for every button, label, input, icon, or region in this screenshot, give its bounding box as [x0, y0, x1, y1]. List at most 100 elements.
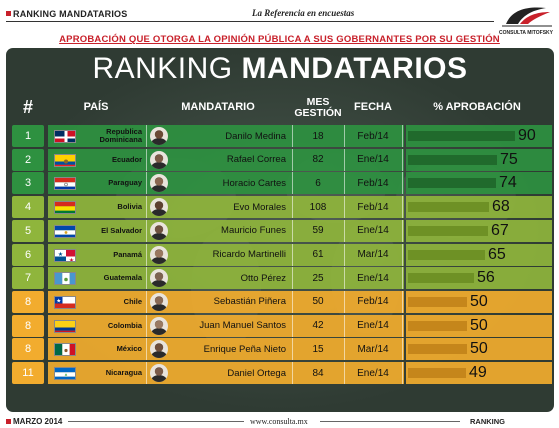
dominican-republic-flag-icon: [54, 130, 76, 143]
row-band: [48, 290, 404, 313]
country-cell: Paraguay: [108, 178, 142, 188]
column-divider: [146, 148, 147, 171]
date-cell: Mar/14: [357, 343, 389, 355]
row-band: [48, 338, 404, 361]
paraguay-flag-icon: [54, 177, 76, 191]
column-divider: [344, 125, 345, 147]
leader-avatar-icon: [150, 221, 168, 240]
footer-divider: [68, 421, 244, 422]
approval-value: 50: [470, 340, 488, 358]
leader-avatar-icon: [150, 150, 168, 169]
table-row: 7 Guatemala Otto Pérez 25 Ene/14 56: [6, 267, 554, 290]
row-band: [48, 219, 404, 242]
months-cell: 82: [312, 154, 324, 166]
column-divider: [146, 172, 147, 195]
country-cell: Ecuador: [111, 154, 142, 164]
leader-cell: Juan Manuel Santos: [199, 320, 286, 332]
approval-value: 49: [469, 364, 487, 381]
table-row: 8 Chile Sebastián Piñera 50 Feb/14 50: [6, 290, 554, 313]
column-divider: [402, 172, 403, 195]
leader-cell: Rafael Correa: [226, 154, 286, 166]
approval-bar: [408, 296, 467, 307]
months-cell: 50: [312, 296, 324, 308]
table-row: 8 México Enrique Peña Nieto 15 Mar/14 50: [6, 338, 554, 361]
table-row: 5 El Salvador Mauricio Funes 59 Ene/14 67: [6, 219, 554, 242]
approval-band: [406, 362, 552, 384]
leader-cell: Sebastián Piñera: [213, 296, 286, 308]
column-header-leader: MANDATARIO: [181, 101, 255, 113]
header-divider: [6, 21, 494, 22]
date-cell: Ene/14: [357, 367, 389, 379]
column-divider: [292, 125, 293, 147]
date-cell: Feb/14: [357, 201, 389, 213]
country-cell: Panamá: [113, 249, 142, 259]
column-divider: [402, 148, 403, 171]
column-divider: [146, 314, 147, 337]
leader-cell: Horacio Cartes: [222, 177, 286, 189]
leader-avatar-icon: [150, 340, 168, 359]
column-divider: [146, 362, 147, 384]
approval-bar: [408, 178, 496, 189]
country-cell: Chile: [123, 296, 142, 306]
leader-avatar-icon: [150, 127, 168, 145]
column-divider: [292, 267, 293, 290]
approval-bar: [408, 202, 489, 213]
top-bar: RANKING MANDATARIOS La Referencia en enc…: [0, 0, 559, 36]
table-row: 2 Ecuador Rafael Correa 82 Ene/14 75: [6, 148, 554, 171]
date-cell: Ene/14: [357, 320, 389, 332]
rank-cell: 8: [12, 314, 44, 337]
country-cell: Colombia: [107, 320, 142, 330]
table-row: 6 Panamá Ricardo Martinelli 61 Mar/14 65: [6, 243, 554, 266]
approval-value: 67: [491, 221, 509, 239]
column-divider: [344, 148, 345, 171]
date-cell: Feb/14: [357, 296, 389, 308]
country-cell: Nicaragua: [105, 368, 142, 377]
row-band: [48, 267, 404, 290]
column-divider: [344, 362, 345, 384]
months-cell: 15: [312, 343, 324, 355]
rank-cell: 2: [12, 148, 44, 171]
months-cell: 84: [312, 367, 324, 379]
approval-band: [406, 290, 552, 313]
country-cell: Bolivia: [117, 202, 142, 212]
table-row: 1 Republica Dominicana Danilo Medina 18 Feb/…: [6, 125, 554, 147]
column-divider: [402, 290, 403, 313]
column-divider: [402, 125, 403, 147]
row-band: [48, 196, 404, 219]
leader-avatar-icon: [150, 316, 168, 335]
rank-cell: 8: [12, 338, 44, 361]
approval-value: 56: [477, 269, 495, 287]
rank-cell: 6: [12, 243, 44, 266]
approval-value: 74: [499, 174, 517, 192]
brand-header: RANKING MANDATARIOS: [6, 9, 127, 19]
approval-value: 90: [518, 127, 536, 144]
approval-bar: [408, 320, 467, 331]
approval-value: 50: [470, 316, 488, 334]
date-cell: Feb/14: [357, 130, 389, 142]
footer-date: MARZO 2014: [6, 417, 62, 426]
approval-value: 50: [470, 292, 488, 310]
leader-avatar-icon: [150, 364, 168, 382]
panama-flag-icon: [54, 248, 76, 262]
date-cell: Ene/14: [357, 154, 389, 166]
months-cell: 59: [312, 225, 324, 237]
column-divider: [146, 243, 147, 266]
leader-cell: Otto Pérez: [240, 272, 286, 284]
column-header-country: PAÍS: [83, 101, 109, 113]
consulta-logo-icon: [502, 7, 552, 27]
el-salvador-flag-icon: [54, 224, 76, 238]
column-divider: [292, 219, 293, 242]
leader-cell: Mauricio Funes: [221, 225, 286, 237]
column-divider: [344, 172, 345, 195]
rank-cell: 7: [12, 267, 44, 290]
leader-avatar-icon: [150, 198, 168, 217]
bolivia-flag-icon: [54, 201, 76, 215]
column-divider: [292, 338, 293, 361]
date-cell: Feb/14: [357, 177, 389, 189]
column-divider: [402, 267, 403, 290]
leader-avatar-icon: [150, 292, 168, 311]
country-cell: Guatemala: [103, 273, 142, 283]
row-band: [48, 362, 404, 384]
mexico-flag-icon: [54, 343, 76, 357]
months-cell: 25: [312, 272, 324, 284]
